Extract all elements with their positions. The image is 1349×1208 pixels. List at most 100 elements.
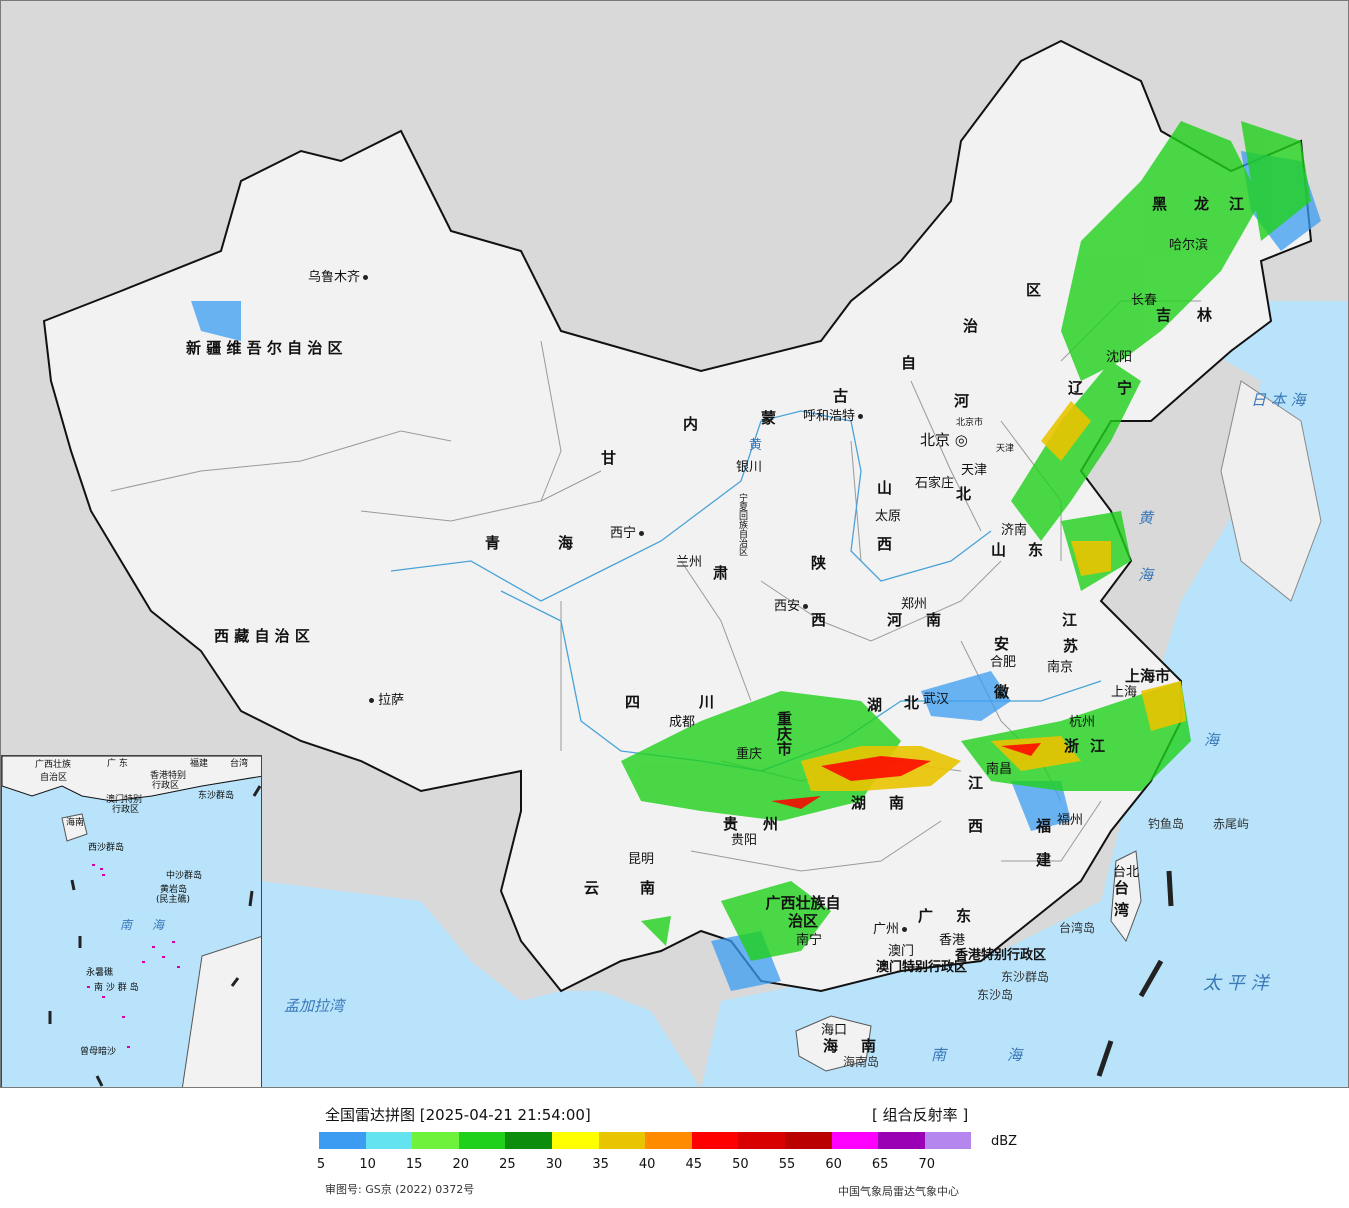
inset-label-huangyan2: (民主礁) bbox=[156, 895, 191, 905]
legend-swatch bbox=[738, 1132, 785, 1149]
province-label-taiwan-1: 台 bbox=[1114, 879, 1130, 897]
province-label-henan-1: 河 bbox=[887, 611, 903, 629]
legend-tick-label: 45 bbox=[685, 1157, 703, 1172]
province-label-shanxi-1: 山 bbox=[877, 479, 893, 497]
legend-agency: 中国气象局雷达气象中心 bbox=[838, 1185, 959, 1198]
legend-tick-label: 70 bbox=[918, 1157, 936, 1172]
legend-title: 全国雷达拼图 [2025-04-21 21:54:00] bbox=[325, 1106, 591, 1124]
province-label-tianjin: 天津 bbox=[996, 444, 1015, 454]
city-label-jinan: 济南 bbox=[1001, 523, 1028, 538]
city-label-xining: 西宁 bbox=[610, 527, 645, 540]
hainan-island bbox=[795, 1015, 872, 1072]
province-label-yunnan-2: 南 bbox=[640, 879, 656, 897]
legend-tick-label: 65 bbox=[871, 1157, 889, 1172]
province-label-gansu-2: 肃 bbox=[713, 564, 729, 582]
radar-map: 新 疆 维 吾 尔 自 治 区 西 藏 自 治 区 青 海 甘 肃 内 蒙 古 … bbox=[0, 0, 1349, 1088]
legend-panel: 全国雷达拼图 [2025-04-21 21:54:00] [ 组合反射率 ] 5… bbox=[0, 1088, 1349, 1208]
city-label-chongqing: 重庆 bbox=[736, 747, 763, 762]
province-label-sichuan-1: 四 bbox=[625, 693, 641, 711]
sea-label-yellow-2: 海 bbox=[1138, 566, 1154, 584]
legend-swatch bbox=[551, 1132, 599, 1149]
legend-swatch bbox=[924, 1132, 972, 1149]
map-canvas bbox=[42, 39, 1348, 1087]
legend-swatch bbox=[784, 1132, 832, 1149]
province-label-hainan-2: 南 bbox=[861, 1037, 877, 1055]
inset-label-dongsha: 东沙群岛 bbox=[198, 791, 235, 801]
province-label-shandong-1: 山 bbox=[991, 541, 1007, 559]
province-label-gansu-1: 甘 bbox=[601, 449, 617, 467]
legend-swatch bbox=[878, 1132, 925, 1149]
province-label-anhui-2: 徽 bbox=[994, 683, 1010, 701]
province-label-yunnan-1: 云 bbox=[584, 879, 600, 897]
province-label-neimenggu-1: 内 bbox=[683, 415, 699, 433]
inset-label-hk2: 行政区 bbox=[152, 781, 180, 791]
province-label-anhui-1: 安 bbox=[994, 635, 1010, 653]
province-label-sichuan-2: 川 bbox=[699, 693, 715, 711]
inset-islands bbox=[87, 864, 180, 1048]
province-label-guangxi: 广西壮族自治区 bbox=[765, 894, 841, 930]
inset-label-hainan: 海南 bbox=[66, 818, 85, 828]
legend-swatch bbox=[691, 1132, 739, 1149]
river-label-huang: 黄 bbox=[749, 438, 763, 453]
south-china-sea-inset: 广西壮族 自治区 广 东 福建 台湾 香港特别 行政区 澳门特别 行政区 东沙群… bbox=[1, 755, 262, 1087]
province-label-hk: 香港特别行政区 bbox=[955, 948, 1047, 963]
province-label-heilongjiang-1: 黑 bbox=[1152, 195, 1168, 213]
province-label-taiwan-2: 湾 bbox=[1114, 901, 1130, 919]
province-label-guangdong-1: 广 bbox=[918, 907, 934, 925]
province-label-neimenggu-2: 蒙 bbox=[761, 409, 777, 427]
sea-label-pacific: 太 平 洋 bbox=[1203, 973, 1269, 994]
legend-swatch bbox=[831, 1132, 879, 1149]
island-label-taiwan: 台湾岛 bbox=[1059, 921, 1096, 935]
legend-tick-label: 20 bbox=[452, 1157, 470, 1172]
legend-swatch bbox=[505, 1132, 552, 1149]
city-label-zhengzhou: 郑州 bbox=[901, 597, 928, 612]
legend-tick-label: 50 bbox=[732, 1157, 749, 1172]
legend-swatch bbox=[365, 1132, 413, 1149]
legend-tick-label: 40 bbox=[638, 1157, 656, 1172]
radar-echo-red bbox=[771, 743, 1041, 809]
inset-label-south-2: 海 bbox=[152, 918, 165, 932]
province-label-macau: 澳门特别行政区 bbox=[876, 960, 968, 975]
legend-swatch bbox=[412, 1132, 459, 1149]
sea-label-yellow-1: 黄 bbox=[1138, 509, 1154, 527]
province-label-hubei-2: 北 bbox=[904, 694, 920, 712]
city-label-kunming: 昆明 bbox=[628, 852, 655, 867]
province-label-hebei-2: 北 bbox=[956, 485, 972, 503]
province-label-heilongjiang-3: 江 bbox=[1229, 195, 1245, 213]
taiwan-island bbox=[1110, 850, 1142, 943]
province-label-xizang: 西 藏 自 治 区 bbox=[214, 627, 310, 645]
inset-label-hk: 香港特别 bbox=[150, 771, 187, 781]
city-label-beijing: 北京 ◎ bbox=[920, 431, 968, 449]
legend-product: [ 组合反射率 ] bbox=[872, 1106, 969, 1124]
radar-echoes bbox=[191, 121, 1321, 991]
island-label-diaoyu: 钓鱼岛 bbox=[1148, 817, 1185, 831]
province-label-hainan-1: 海 bbox=[823, 1037, 839, 1055]
inset-canvas bbox=[2, 756, 261, 1087]
city-label-shijiazhuang: 石家庄 bbox=[915, 476, 955, 491]
province-label-jiangxi-2: 西 bbox=[968, 817, 984, 835]
province-label-neimenggu-3: 古 bbox=[833, 387, 849, 405]
legend-approval: 审图号: GS京 (2022) 0372号 bbox=[325, 1183, 475, 1196]
sea-label-bengal: 孟加拉湾 bbox=[284, 997, 345, 1015]
legend-swatch bbox=[598, 1132, 646, 1149]
inset-label-yongshu: 永暑礁 bbox=[86, 968, 114, 978]
city-label-changchun: 长春 bbox=[1131, 293, 1158, 308]
legend-swatch bbox=[645, 1132, 692, 1149]
province-label-jiangxi-1: 江 bbox=[968, 774, 984, 792]
province-label-chongqing: 重庆市 bbox=[775, 711, 793, 756]
city-label-urumqi: 乌鲁木齐 bbox=[308, 271, 369, 284]
island-label-hainan: 海南岛 bbox=[843, 1055, 880, 1069]
city-label-lanzhou: 兰州 bbox=[676, 555, 703, 570]
inset-label-taiwan: 台湾 bbox=[230, 759, 249, 769]
inset-land bbox=[2, 756, 261, 802]
province-label-liaoning-1: 辽 bbox=[1068, 379, 1084, 397]
sea-label-east: 海 bbox=[1204, 731, 1220, 749]
legend-unit: dBZ bbox=[991, 1134, 1018, 1149]
inset-hainan bbox=[61, 813, 88, 842]
inset-label-fujian: 福建 bbox=[190, 759, 209, 769]
city-label-hohhot: 呼和浩特 bbox=[803, 410, 864, 423]
province-label-guangdong-2: 东 bbox=[956, 907, 972, 925]
province-label-neimenggu-6: 区 bbox=[1026, 281, 1042, 299]
province-label-neimenggu-5: 治 bbox=[963, 317, 979, 335]
legend-tick-label: 25 bbox=[499, 1157, 516, 1172]
